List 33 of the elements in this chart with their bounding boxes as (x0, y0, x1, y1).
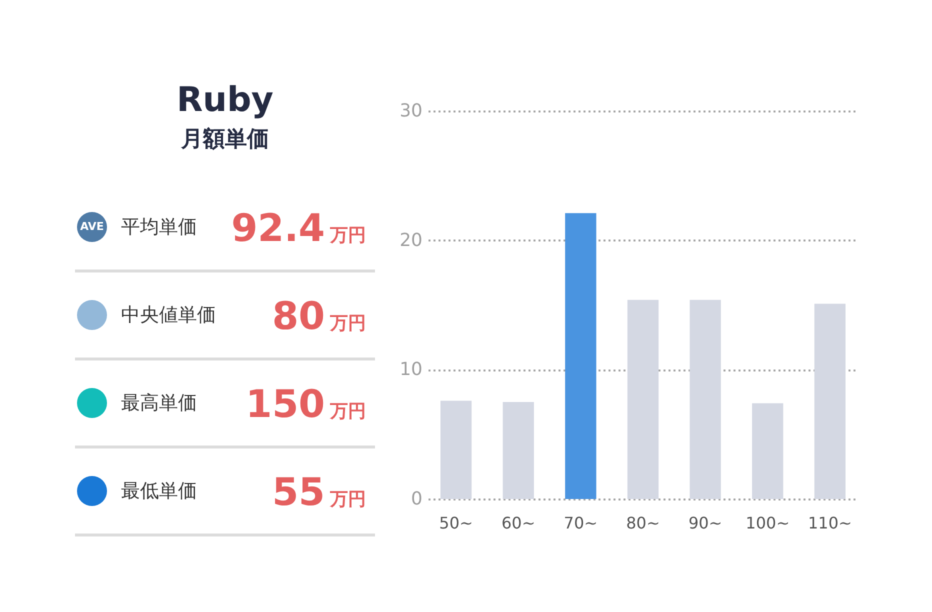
data-label: 92.4 (231, 206, 325, 250)
text: 万円 (329, 225, 366, 246)
bar (627, 300, 659, 499)
category-label: 中央値単価 (121, 304, 216, 326)
category-label: 最低単価 (121, 480, 197, 502)
category-label: 平均単価 (121, 216, 197, 238)
x-tick-label: 90~ (688, 514, 722, 532)
data-label: 150 (246, 382, 325, 426)
bar (752, 403, 784, 499)
y-tick-label: 0 (411, 488, 422, 510)
bar (565, 213, 596, 499)
x-tick-label: 100~ (746, 514, 790, 532)
y-tick-label: 10 (400, 359, 422, 380)
text: AVE (80, 220, 104, 233)
x-tick-label: 60~ (501, 514, 536, 532)
text: 万円 (330, 489, 366, 510)
bar (502, 402, 534, 499)
bar (814, 304, 846, 499)
text: 万円 (330, 313, 366, 334)
y-tick-label: 20 (400, 230, 422, 251)
y-tick-label: 30 (400, 100, 422, 122)
bar (440, 400, 472, 499)
bar (690, 300, 721, 499)
text: 万円 (330, 401, 366, 422)
x-tick-label: 50~ (439, 514, 473, 532)
text: Ruby (176, 80, 274, 120)
x-tick-label: 110~ (808, 514, 852, 532)
category-label: 最高単価 (121, 392, 197, 414)
text: 月額単価 (180, 127, 269, 152)
x-tick-label: 80~ (626, 514, 660, 532)
data-label: 55 (272, 470, 325, 514)
data-label: 80 (272, 294, 325, 338)
x-tick-label: 70~ (564, 514, 598, 532)
